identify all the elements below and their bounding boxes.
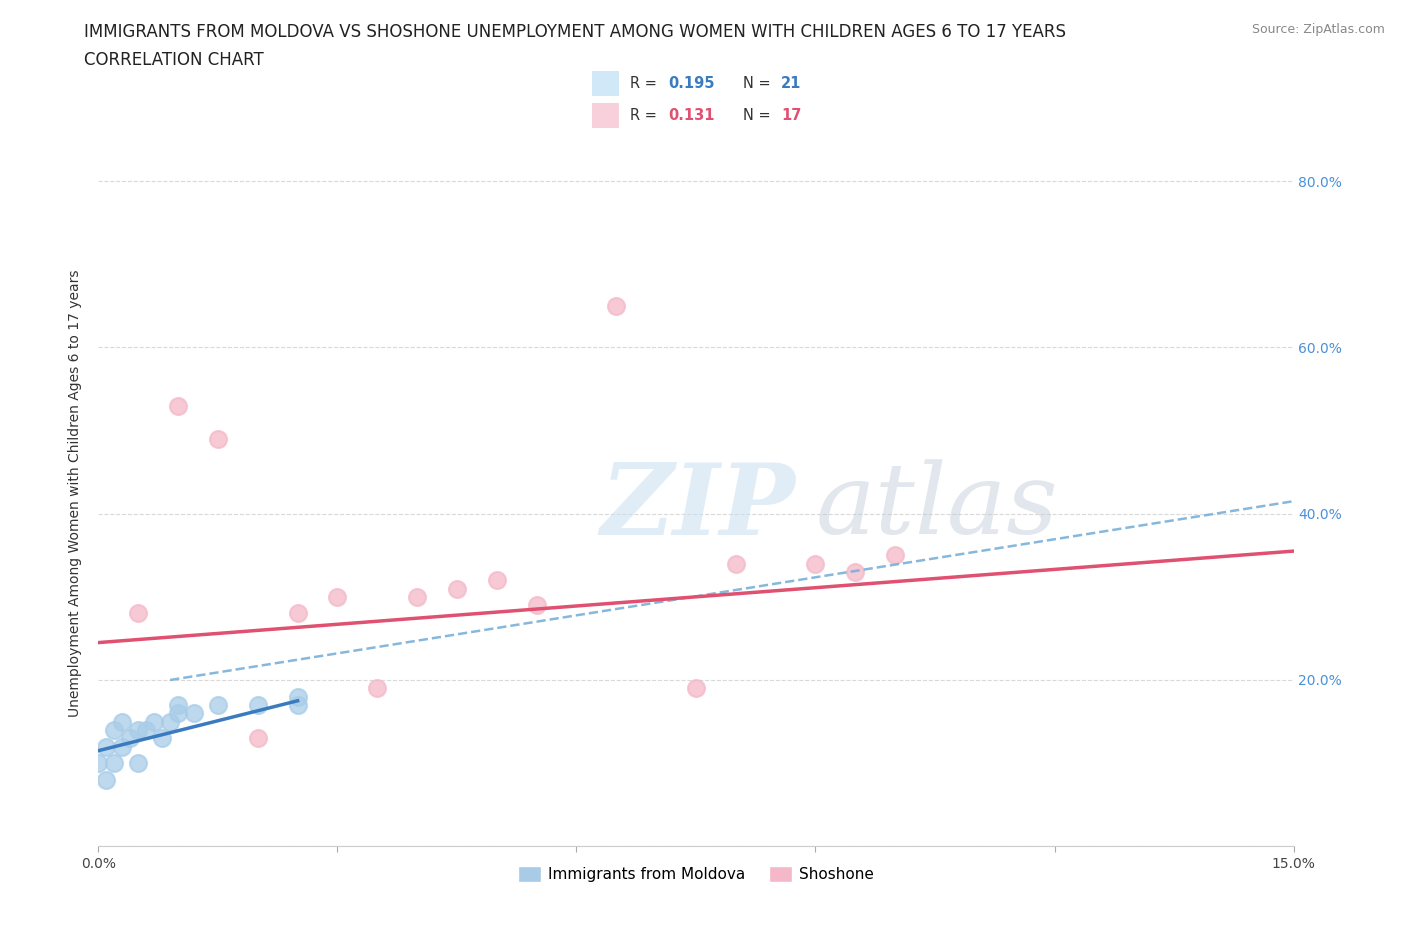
- Point: [326, 590, 349, 604]
- Text: Source: ZipAtlas.com: Source: ZipAtlas.com: [1251, 23, 1385, 36]
- Point: [111, 739, 134, 754]
- Point: [87, 756, 110, 771]
- Point: [526, 598, 548, 613]
- Point: [287, 698, 309, 712]
- Y-axis label: Unemployment Among Women with Children Ages 6 to 17 years: Unemployment Among Women with Children A…: [69, 269, 83, 717]
- Point: [366, 681, 388, 696]
- Text: 0.131: 0.131: [668, 108, 716, 123]
- Legend: Immigrants from Moldova, Shoshone: Immigrants from Moldova, Shoshone: [512, 860, 880, 888]
- Point: [804, 556, 827, 571]
- Point: [183, 706, 205, 721]
- Point: [127, 756, 149, 771]
- Point: [287, 689, 309, 704]
- Point: [207, 432, 229, 446]
- Point: [724, 556, 747, 571]
- Point: [446, 581, 468, 596]
- Point: [167, 398, 190, 413]
- Point: [844, 565, 866, 579]
- Point: [135, 723, 157, 737]
- Point: [884, 548, 907, 563]
- Point: [150, 731, 173, 746]
- Text: N =: N =: [742, 76, 775, 91]
- Text: 21: 21: [780, 76, 801, 91]
- Text: 17: 17: [780, 108, 801, 123]
- Point: [287, 606, 309, 621]
- Point: [167, 706, 190, 721]
- Point: [103, 723, 125, 737]
- Text: ZIP: ZIP: [600, 458, 796, 555]
- Point: [96, 739, 118, 754]
- Point: [96, 772, 118, 787]
- Text: atlas: atlas: [815, 459, 1059, 554]
- Text: R =: R =: [630, 76, 662, 91]
- Point: [167, 698, 190, 712]
- Point: [605, 299, 627, 313]
- Text: N =: N =: [742, 108, 775, 123]
- Point: [143, 714, 166, 729]
- Text: CORRELATION CHART: CORRELATION CHART: [84, 51, 264, 69]
- Point: [127, 723, 149, 737]
- Point: [207, 698, 229, 712]
- Text: R =: R =: [630, 108, 662, 123]
- Point: [159, 714, 181, 729]
- Text: 0.195: 0.195: [668, 76, 716, 91]
- Point: [246, 698, 269, 712]
- Point: [485, 573, 508, 588]
- Point: [111, 714, 134, 729]
- Point: [103, 756, 125, 771]
- Point: [406, 590, 429, 604]
- Point: [685, 681, 707, 696]
- Text: IMMIGRANTS FROM MOLDOVA VS SHOSHONE UNEMPLOYMENT AMONG WOMEN WITH CHILDREN AGES : IMMIGRANTS FROM MOLDOVA VS SHOSHONE UNEM…: [84, 23, 1066, 41]
- Point: [120, 731, 142, 746]
- FancyBboxPatch shape: [592, 103, 619, 128]
- FancyBboxPatch shape: [592, 72, 619, 97]
- Point: [246, 731, 269, 746]
- Point: [127, 606, 149, 621]
